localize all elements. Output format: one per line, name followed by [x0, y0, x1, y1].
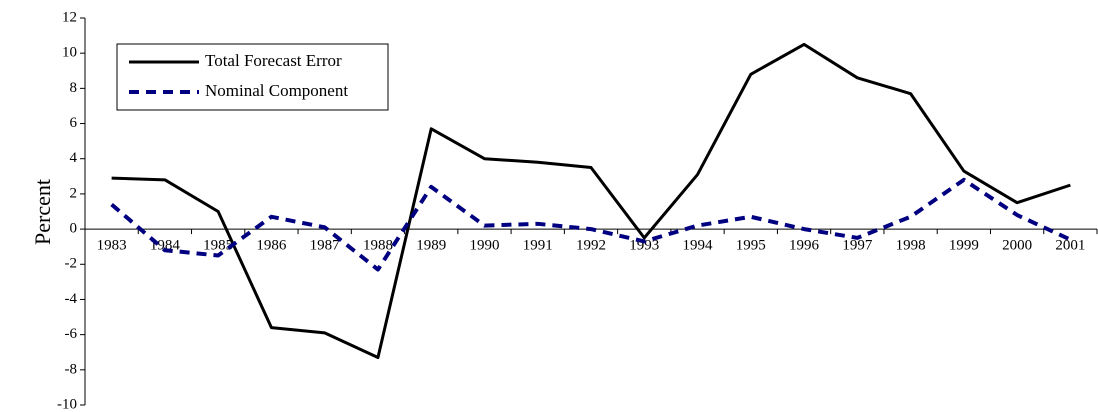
x-tick-label: 2001 [1055, 238, 1085, 254]
x-tick-label: 1985 [203, 238, 233, 254]
y-tick-label: 4 [70, 150, 78, 166]
x-tick-label: 1991 [523, 238, 553, 254]
y-tick-label: 8 [70, 80, 78, 96]
legend-box [116, 43, 389, 111]
y-axis-label: Percent [30, 179, 55, 245]
x-tick-label: 1992 [576, 238, 606, 254]
legend-label: Nominal Component [205, 81, 348, 100]
y-tick-label: -6 [65, 326, 78, 342]
y-tick-label: -8 [65, 361, 78, 377]
x-tick-label: 1994 [683, 238, 714, 254]
y-tick-label: -4 [65, 291, 78, 307]
x-tick-label: 1997 [842, 238, 873, 254]
x-tick-label: 1999 [949, 238, 979, 254]
y-tick-label: 10 [62, 45, 77, 61]
series-line [110, 177, 1072, 272]
x-tick-label: 1990 [469, 238, 499, 254]
y-tick-label: 6 [70, 115, 78, 131]
series-line [111, 42, 1071, 360]
y-tick-label: 12 [62, 9, 77, 25]
y-tick-label: 0 [70, 221, 78, 237]
x-tick-label: 1998 [896, 238, 926, 254]
y-tick-label: -2 [65, 256, 78, 272]
legend-label: Total Forecast Error [205, 51, 342, 70]
x-tick-label: 2000 [1002, 238, 1032, 254]
x-tick-label: 1988 [363, 238, 393, 254]
x-tick-label: 1989 [416, 238, 446, 254]
y-tick-label: 2 [70, 185, 78, 201]
x-tick-label: 1983 [97, 238, 127, 254]
x-tick-label: 1995 [736, 238, 766, 254]
x-tick-label: 1996 [789, 238, 820, 254]
x-tick-label: 1986 [256, 238, 287, 254]
x-tick-label: 1987 [310, 238, 341, 254]
y-tick-label: -10 [57, 396, 77, 412]
